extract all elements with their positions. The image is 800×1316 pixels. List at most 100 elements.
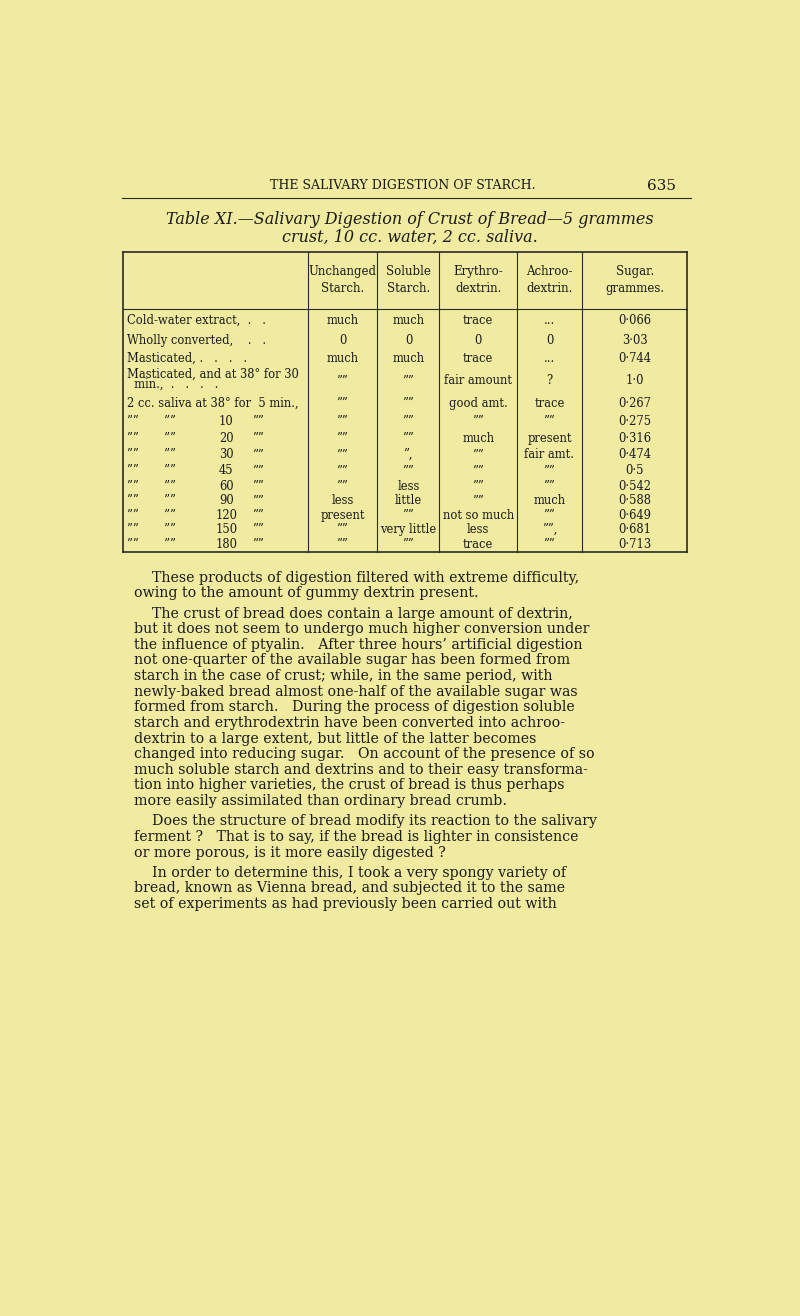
Text: ””: ”” <box>337 480 349 492</box>
Text: 60: 60 <box>219 480 234 492</box>
Text: ””: ”” <box>402 537 414 550</box>
Text: In order to determine this, I took a very spongy variety of: In order to determine this, I took a ver… <box>134 866 566 880</box>
Text: the influence of ptyalin.   After three hours’ artificial digestion: the influence of ptyalin. After three ho… <box>134 638 582 651</box>
Text: Soluble
Starch.: Soluble Starch. <box>386 266 431 295</box>
Text: ””: ”” <box>253 480 265 492</box>
Text: Erythro-
dextrin.: Erythro- dextrin. <box>454 266 503 295</box>
Text: changed into reducing sugar.   On account of the presence of so: changed into reducing sugar. On account … <box>134 747 594 761</box>
Text: 0·681: 0·681 <box>618 522 651 536</box>
Text: ””: ”” <box>544 415 555 428</box>
Text: ””: ”” <box>402 465 414 478</box>
Text: ”,: ”, <box>404 449 413 461</box>
Text: 0: 0 <box>546 334 553 347</box>
Text: ””       ””: ”” ”” <box>127 480 176 492</box>
Text: little: little <box>395 495 422 508</box>
Text: 150: 150 <box>215 522 238 536</box>
Text: ””       ””: ”” ”” <box>127 432 176 445</box>
Text: Achroo-
dextrin.: Achroo- dextrin. <box>526 266 573 295</box>
Text: Wholly converted,    .   .: Wholly converted, . . <box>127 334 266 347</box>
Text: very little: very little <box>380 522 437 536</box>
Text: 45: 45 <box>219 465 234 478</box>
Text: ””: ”” <box>472 449 484 461</box>
Text: 90: 90 <box>219 495 234 508</box>
Text: Masticated, .   .   .   .: Masticated, . . . . <box>127 351 247 365</box>
Text: dextrin to a large extent, but little of the latter becomes: dextrin to a large extent, but little of… <box>134 732 537 746</box>
Text: 0·474: 0·474 <box>618 449 651 461</box>
Text: present: present <box>320 509 365 521</box>
Text: ””: ”” <box>402 415 414 428</box>
Text: ””: ”” <box>337 415 349 428</box>
Text: trace: trace <box>534 397 565 411</box>
Text: less: less <box>467 522 490 536</box>
Text: Table XI.—Salivary Digestion of Crust of Bread—5 grammes: Table XI.—Salivary Digestion of Crust of… <box>166 211 654 228</box>
Text: 0: 0 <box>474 334 482 347</box>
Text: not one-quarter of the available sugar has been formed from: not one-quarter of the available sugar h… <box>134 654 570 667</box>
Text: 0·588: 0·588 <box>618 495 651 508</box>
Text: ””: ”” <box>402 432 414 445</box>
Text: ””       ””: ”” ”” <box>127 509 176 521</box>
Text: ””: ”” <box>472 465 484 478</box>
Text: min.,  .   .   .   .: min., . . . . <box>127 378 218 391</box>
Text: much: much <box>392 315 425 326</box>
Text: fair amt.: fair amt. <box>525 449 574 461</box>
Text: ...: ... <box>544 351 555 365</box>
Text: 0·316: 0·316 <box>618 432 651 445</box>
Text: 1·0: 1·0 <box>626 374 644 387</box>
Text: 0·275: 0·275 <box>618 415 651 428</box>
Text: good amt.: good amt. <box>449 397 507 411</box>
Text: fair amount: fair amount <box>444 374 512 387</box>
Text: ””: ”” <box>544 509 555 521</box>
Text: ””: ”” <box>253 465 265 478</box>
Text: much: much <box>534 495 566 508</box>
Text: ””       ””: ”” ”” <box>127 522 176 536</box>
Text: ””: ”” <box>337 374 349 387</box>
Text: ””: ”” <box>337 397 349 411</box>
Text: 10: 10 <box>219 415 234 428</box>
Text: 0: 0 <box>339 334 346 347</box>
Text: Unchanged
Starch.: Unchanged Starch. <box>309 266 377 295</box>
Text: ...: ... <box>544 315 555 326</box>
Text: bread, known as Vienna bread, and subjected it to the same: bread, known as Vienna bread, and subjec… <box>134 882 566 895</box>
Text: Cold-water extract,  .   .: Cold-water extract, . . <box>127 315 266 326</box>
Text: 0·542: 0·542 <box>618 480 651 492</box>
Text: 0·267: 0·267 <box>618 397 651 411</box>
Text: 0: 0 <box>405 334 412 347</box>
Text: ””: ”” <box>402 509 414 521</box>
Text: more easily assimilated than ordinary bread crumb.: more easily assimilated than ordinary br… <box>134 794 507 808</box>
Text: 0·744: 0·744 <box>618 351 651 365</box>
Text: ””: ”” <box>337 537 349 550</box>
Text: These products of digestion filtered with extreme difficulty,: These products of digestion filtered wit… <box>134 571 579 584</box>
Text: but it does not seem to undergo much higher conversion under: but it does not seem to undergo much hig… <box>134 622 590 636</box>
Text: ””: ”” <box>253 432 265 445</box>
Text: 635: 635 <box>647 179 676 192</box>
Text: ””       ””: ”” ”” <box>127 415 176 428</box>
Text: ””: ”” <box>337 432 349 445</box>
Text: ””: ”” <box>337 522 349 536</box>
Text: ””: ”” <box>253 509 265 521</box>
Text: ferment ?   That is to say, if the bread is lighter in consistence: ferment ? That is to say, if the bread i… <box>134 830 578 844</box>
Text: ””       ””: ”” ”” <box>127 537 176 550</box>
Text: set of experiments as had previously been carried out with: set of experiments as had previously bee… <box>134 898 557 911</box>
Text: ””: ”” <box>544 480 555 492</box>
Text: less: less <box>331 495 354 508</box>
Text: 180: 180 <box>215 537 238 550</box>
Text: tion into higher varieties, the crust of bread is thus perhaps: tion into higher varieties, the crust of… <box>134 779 565 792</box>
Text: ?: ? <box>546 374 553 387</box>
Text: 0·066: 0·066 <box>618 315 651 326</box>
Text: ””: ”” <box>402 397 414 411</box>
Text: ””,: ””, <box>542 522 557 536</box>
Text: crust, 10 cc. water, 2 cc. saliva.: crust, 10 cc. water, 2 cc. saliva. <box>282 229 538 246</box>
Text: much soluble starch and dextrins and to their easy transforma-: much soluble starch and dextrins and to … <box>134 763 588 776</box>
Text: ””: ”” <box>253 537 265 550</box>
Text: Does the structure of bread modify its reaction to the salivary: Does the structure of bread modify its r… <box>134 815 597 828</box>
Text: trace: trace <box>463 315 494 326</box>
Text: ””: ”” <box>337 465 349 478</box>
Text: THE SALIVARY DIGESTION OF STARCH.: THE SALIVARY DIGESTION OF STARCH. <box>270 179 535 192</box>
Text: ””       ””: ”” ”” <box>127 465 176 478</box>
Text: starch and erythrodextrin have been converted into achroo-: starch and erythrodextrin have been conv… <box>134 716 565 730</box>
Text: newly-baked bread almost one-half of the available sugar was: newly-baked bread almost one-half of the… <box>134 684 578 699</box>
Text: ””: ”” <box>253 495 265 508</box>
Text: present: present <box>527 432 572 445</box>
Text: much: much <box>326 351 358 365</box>
Text: 0·649: 0·649 <box>618 509 651 521</box>
